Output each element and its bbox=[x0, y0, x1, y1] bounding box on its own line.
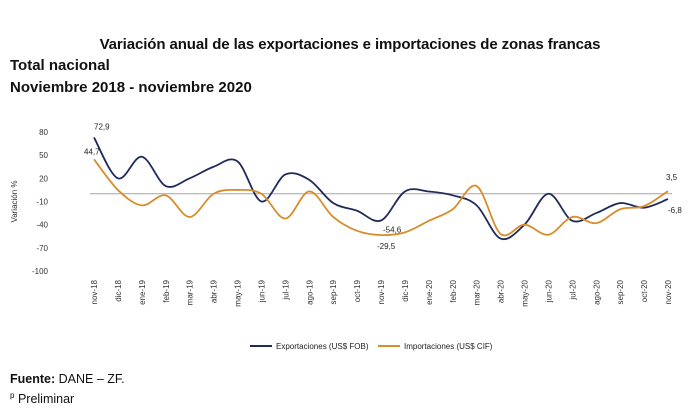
x-tick-label: jun-19 bbox=[257, 279, 266, 303]
x-tick-label: feb-20 bbox=[449, 279, 458, 302]
data-label: -54,6 bbox=[383, 225, 402, 234]
y-tick-label: 80 bbox=[39, 128, 48, 137]
y-tick-label: -40 bbox=[36, 221, 48, 230]
data-label: -29,5 bbox=[377, 242, 396, 251]
x-tick-label: ago-19 bbox=[305, 279, 314, 304]
x-tick-label: nov-20 bbox=[664, 279, 673, 304]
x-tick-label: mar-19 bbox=[186, 279, 195, 305]
x-tick-label: mar-20 bbox=[473, 279, 482, 305]
chart-title: Variación anual de las exportaciones e i… bbox=[99, 36, 601, 53]
x-tick-label: ago-20 bbox=[592, 279, 601, 304]
legend-label-importaciones: Importaciones (US$ CIF) bbox=[404, 342, 493, 351]
x-tick-label: ene-19 bbox=[138, 279, 147, 304]
data-label: 72,9 bbox=[94, 122, 110, 131]
legend-label-exportaciones: Exportaciones (US$ FOB) bbox=[276, 342, 369, 351]
x-tick-label: ene-20 bbox=[425, 279, 434, 304]
y-tick-label: 50 bbox=[39, 151, 48, 160]
x-tick-label: may-20 bbox=[521, 279, 530, 306]
x-tick-label: sep-20 bbox=[616, 279, 625, 304]
x-tick-label: may-19 bbox=[234, 279, 243, 306]
x-tick-label: oct-20 bbox=[640, 279, 649, 302]
x-tick-label: jun-20 bbox=[544, 279, 553, 303]
y-tick-label: -100 bbox=[32, 267, 49, 276]
x-tick-label: dic-18 bbox=[114, 279, 123, 301]
data-label: 3,5 bbox=[666, 173, 678, 182]
preliminary-text: Preliminar bbox=[17, 392, 75, 407]
y-tick-label: 20 bbox=[39, 174, 48, 183]
chart-subtitle-region: Total nacional bbox=[10, 57, 110, 74]
source-note: Fuente: DANE – ZF. bbox=[10, 372, 125, 386]
x-tick-label: oct-19 bbox=[353, 279, 362, 302]
y-tick-label: -70 bbox=[36, 244, 48, 253]
x-tick-label: jul-19 bbox=[281, 279, 290, 300]
series-line-importaciones bbox=[93, 158, 669, 237]
x-tick-label: abr-19 bbox=[210, 279, 219, 303]
y-axis-title: Variación % bbox=[10, 180, 19, 222]
x-tick-label: nov-18 bbox=[90, 279, 99, 304]
x-tick-label: nov-19 bbox=[377, 279, 386, 304]
data-label: 44,7 bbox=[84, 147, 100, 156]
preliminary-mark: p bbox=[10, 391, 15, 400]
preliminary-note: p Preliminar bbox=[10, 391, 74, 406]
source-value: DANE – ZF. bbox=[58, 372, 125, 386]
x-tick-label: sep-19 bbox=[329, 279, 338, 304]
x-tick-label: feb-19 bbox=[162, 279, 171, 302]
x-tick-label: abr-20 bbox=[497, 279, 506, 303]
series-line-exportaciones bbox=[93, 137, 669, 241]
data-label: -6,8 bbox=[668, 206, 682, 215]
chart-subtitle-period: Noviembre 2018 - noviembre 2020 bbox=[10, 79, 252, 96]
y-tick-label: -10 bbox=[36, 198, 48, 207]
x-tick-label: dic-19 bbox=[401, 279, 410, 301]
source-label: Fuente: bbox=[10, 372, 56, 386]
x-tick-label: jul-20 bbox=[568, 279, 577, 300]
